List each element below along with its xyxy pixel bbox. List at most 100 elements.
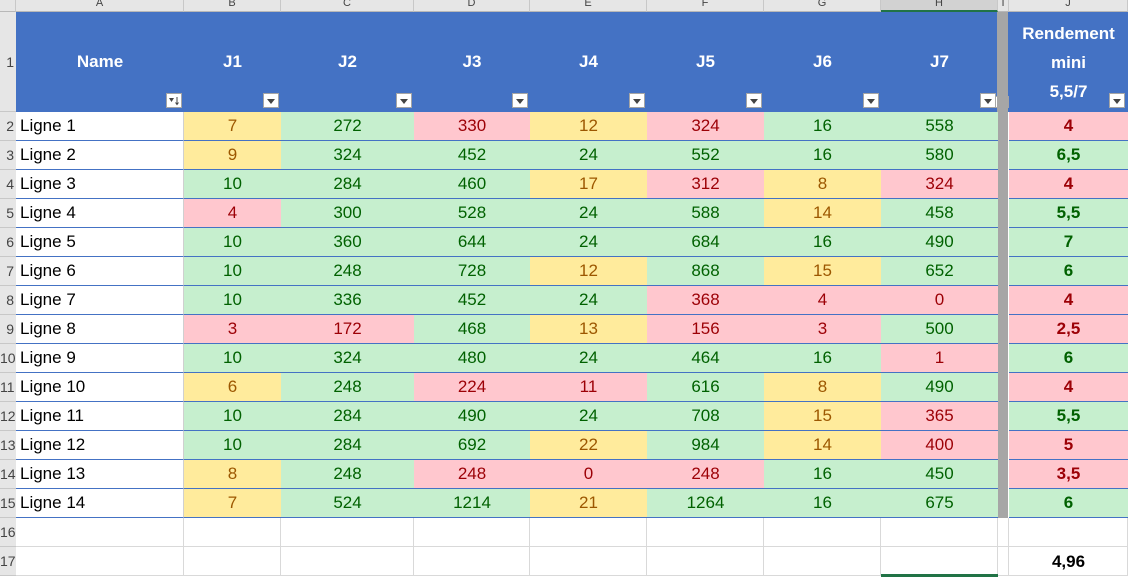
value-cell[interactable]: 10 [184, 170, 281, 199]
filter-button-j1[interactable] [263, 93, 279, 108]
value-cell[interactable]: 300 [281, 199, 414, 228]
value-cell[interactable]: 16 [764, 489, 881, 518]
value-cell[interactable]: 12 [530, 112, 647, 141]
value-cell[interactable]: 692 [414, 431, 530, 460]
rendement-cell[interactable]: 6 [1009, 344, 1128, 373]
value-cell[interactable]: 7 [184, 489, 281, 518]
value-cell[interactable]: 22 [530, 431, 647, 460]
value-cell[interactable]: 14 [764, 199, 881, 228]
empty-cell[interactable] [1009, 518, 1128, 547]
value-cell[interactable]: 708 [647, 402, 764, 431]
value-cell[interactable]: 330 [414, 112, 530, 141]
empty-cell[interactable] [998, 547, 1009, 576]
empty-cell[interactable] [998, 518, 1009, 547]
value-cell[interactable]: 324 [647, 112, 764, 141]
value-cell[interactable]: 24 [530, 228, 647, 257]
value-cell[interactable]: 368 [647, 286, 764, 315]
row-name-cell[interactable]: Ligne 10 [16, 373, 184, 402]
value-cell[interactable]: 1 [881, 344, 998, 373]
value-cell[interactable]: 24 [530, 141, 647, 170]
value-cell[interactable]: 528 [414, 199, 530, 228]
empty-cell[interactable] [530, 547, 647, 576]
value-cell[interactable]: 3 [184, 315, 281, 344]
row-name-cell[interactable]: Ligne 9 [16, 344, 184, 373]
row-header-3[interactable]: 3 [0, 141, 16, 170]
value-cell[interactable]: 684 [647, 228, 764, 257]
column-header-j[interactable]: J [1009, 0, 1128, 12]
empty-cell[interactable] [414, 547, 530, 576]
row-name-cell[interactable]: Ligne 4 [16, 199, 184, 228]
value-cell[interactable]: 172 [281, 315, 414, 344]
value-cell[interactable]: 16 [764, 344, 881, 373]
value-cell[interactable]: 336 [281, 286, 414, 315]
row-name-cell[interactable]: Ligne 5 [16, 228, 184, 257]
empty-cell[interactable] [281, 518, 414, 547]
row-header-11[interactable]: 11 [0, 373, 16, 402]
value-cell[interactable]: 17 [530, 170, 647, 199]
value-cell[interactable]: 248 [647, 460, 764, 489]
value-cell[interactable]: 272 [281, 112, 414, 141]
empty-cell[interactable] [881, 547, 998, 576]
filter-button-j7[interactable] [980, 93, 996, 108]
rendement-cell[interactable]: 3,5 [1009, 460, 1128, 489]
column-header-g[interactable]: G [764, 0, 881, 12]
value-cell[interactable]: 324 [281, 344, 414, 373]
value-cell[interactable]: 644 [414, 228, 530, 257]
value-cell[interactable]: 284 [281, 170, 414, 199]
value-cell[interactable]: 524 [281, 489, 414, 518]
value-cell[interactable]: 15 [764, 257, 881, 286]
empty-cell[interactable] [414, 518, 530, 547]
column-header-h[interactable]: H [881, 0, 998, 12]
row-header-9[interactable]: 9 [0, 315, 16, 344]
value-cell[interactable]: 16 [764, 141, 881, 170]
empty-cell[interactable] [530, 518, 647, 547]
row-header-10[interactable]: 10 [0, 344, 16, 373]
rendement-cell[interactable]: 4 [1009, 286, 1128, 315]
value-cell[interactable]: 21 [530, 489, 647, 518]
empty-cell[interactable] [184, 547, 281, 576]
value-cell[interactable]: 552 [647, 141, 764, 170]
row-name-cell[interactable]: Ligne 11 [16, 402, 184, 431]
value-cell[interactable]: 15 [764, 402, 881, 431]
filter-button-j5[interactable] [746, 93, 762, 108]
row-name-cell[interactable]: Ligne 1 [16, 112, 184, 141]
rendement-cell[interactable]: 6 [1009, 257, 1128, 286]
value-cell[interactable]: 10 [184, 286, 281, 315]
row-header-1[interactable]: 1 [0, 12, 16, 112]
empty-cell[interactable] [16, 518, 184, 547]
filter-button-j3[interactable] [512, 93, 528, 108]
value-cell[interactable]: 248 [281, 460, 414, 489]
value-cell[interactable]: 728 [414, 257, 530, 286]
row-header-17[interactable]: 17 [0, 547, 16, 576]
row-name-cell[interactable]: Ligne 7 [16, 286, 184, 315]
value-cell[interactable]: 324 [881, 170, 998, 199]
value-cell[interactable]: 12 [530, 257, 647, 286]
value-cell[interactable]: 480 [414, 344, 530, 373]
value-cell[interactable]: 224 [414, 373, 530, 402]
column-header-c[interactable]: C [281, 0, 414, 12]
rendement-cell[interactable]: 5,5 [1009, 199, 1128, 228]
rendement-cell[interactable]: 4 [1009, 170, 1128, 199]
filter-button-rendement[interactable] [1109, 93, 1125, 108]
rendement-cell[interactable]: 7 [1009, 228, 1128, 257]
value-cell[interactable]: 6 [184, 373, 281, 402]
value-cell[interactable]: 0 [881, 286, 998, 315]
row-name-cell[interactable]: Ligne 2 [16, 141, 184, 170]
empty-cell[interactable] [881, 518, 998, 547]
row-header-12[interactable]: 12 [0, 402, 16, 431]
value-cell[interactable]: 10 [184, 257, 281, 286]
rendement-cell[interactable]: 4 [1009, 112, 1128, 141]
value-cell[interactable]: 312 [647, 170, 764, 199]
rendement-cell[interactable]: 5 [1009, 431, 1128, 460]
value-cell[interactable]: 10 [184, 431, 281, 460]
value-cell[interactable]: 452 [414, 141, 530, 170]
value-cell[interactable]: 24 [530, 344, 647, 373]
value-cell[interactable]: 156 [647, 315, 764, 344]
value-cell[interactable]: 984 [647, 431, 764, 460]
column-header-i[interactable]: I [998, 0, 1009, 12]
value-cell[interactable]: 360 [281, 228, 414, 257]
filter-button-j2[interactable] [396, 93, 412, 108]
column-header-e[interactable]: E [530, 0, 647, 12]
value-cell[interactable]: 8 [764, 170, 881, 199]
row-name-cell[interactable]: Ligne 3 [16, 170, 184, 199]
